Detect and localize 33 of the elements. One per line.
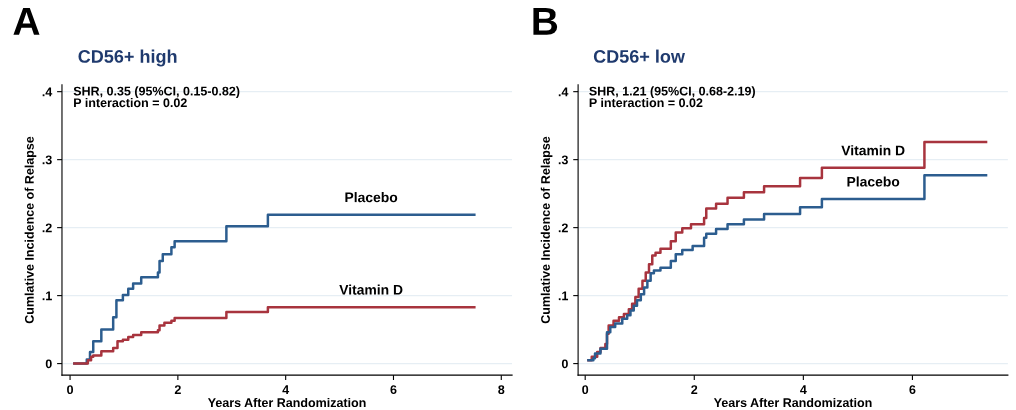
chart-title: CD56+ low bbox=[593, 49, 685, 63]
y-axis-title: Cumlative Incidence of Relapse bbox=[540, 136, 553, 324]
x-tick-label: 4 bbox=[282, 385, 290, 394]
x-tick-label: 6 bbox=[390, 385, 397, 395]
series-label: Placebo bbox=[847, 176, 900, 187]
series-label: Placebo bbox=[345, 192, 398, 203]
text: B bbox=[533, 7, 558, 35]
x-tick-label: 2 bbox=[691, 385, 698, 394]
y-tick-label: .1 bbox=[42, 291, 52, 301]
y-tick-label: 0 bbox=[45, 359, 52, 369]
chart-title: CD56+ high bbox=[78, 49, 177, 67]
series-label: Vitamin D bbox=[339, 284, 403, 295]
y-axis-title: Cumlative Incidence of Relapse bbox=[24, 136, 37, 324]
x-axis-title: Years After Randomization bbox=[207, 397, 366, 408]
x-tick-label: 2 bbox=[174, 385, 181, 394]
annotation: SHR, 1.21 (95%CI, 0.68-2.19) P interaction = 0.02 bbox=[589, 86, 755, 108]
x-tick-label: 8 bbox=[498, 385, 505, 395]
y-tick-label: 0 bbox=[561, 359, 568, 369]
y-tick-label: .4 bbox=[42, 87, 53, 97]
y-tick-label: .2 bbox=[558, 223, 568, 233]
series-label: Vitamin D bbox=[841, 145, 905, 156]
y-tick-label: .2 bbox=[42, 223, 52, 233]
y-tick-label: .3 bbox=[42, 155, 52, 165]
text: A bbox=[13, 7, 40, 35]
x-axis-title: Years After Randomization bbox=[713, 397, 872, 408]
x-tick-label: 4 bbox=[800, 385, 807, 394]
x-tick-label: 6 bbox=[909, 385, 916, 395]
annotation: SHR, 0.35 (95%CI, 0.15-0.82) P interaction = 0.02 bbox=[73, 86, 240, 108]
y-tick-label: .1 bbox=[558, 291, 569, 301]
y-tick-label: .3 bbox=[558, 155, 568, 165]
x-tick-label: 0 bbox=[582, 385, 589, 395]
y-tick-label: .4 bbox=[558, 87, 569, 97]
x-tick-label: 0 bbox=[67, 385, 74, 395]
